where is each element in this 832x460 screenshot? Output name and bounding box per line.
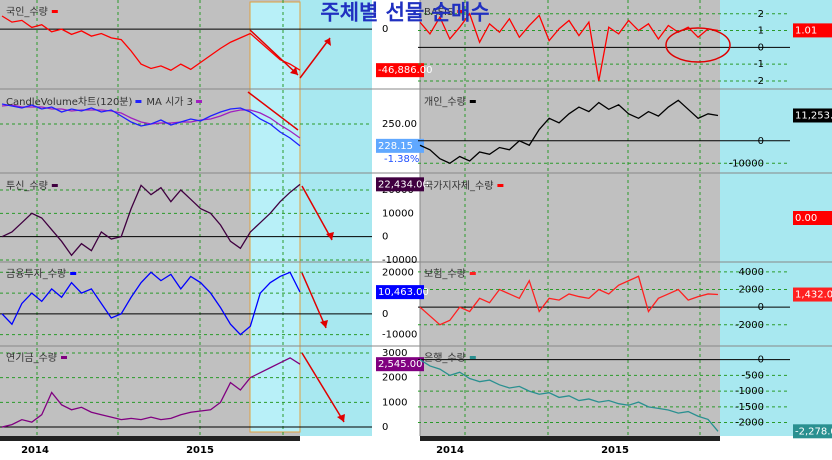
y-tick-label: -10000 [729,158,764,169]
highlight-box [249,1,301,433]
series-line [419,275,719,326]
legend-entry: CandleVolume차트(120분) [6,96,133,108]
title-swatch [469,100,476,103]
y-tick-label: 20000 [382,267,414,278]
value-label: 1,432.00 [795,290,832,301]
y-tick-label: -10000 [382,255,417,266]
value-label: 10,463.00 [378,287,429,298]
y-tick-label: 2000 [739,285,764,296]
change-label: -1.38% [384,154,419,165]
y-tick-label: 1000 [382,397,407,408]
title-swatch [457,10,464,13]
y-tick-label: 3000 [382,348,407,359]
value-label: 22,434.00 [378,179,429,190]
panel-title: BASIS [424,7,453,18]
y-tick-label: 10000 [382,208,414,219]
y-tick-label: 0 [382,24,388,35]
panel-title: 연기금_수량 [6,352,57,364]
y-tick-label: 2 [758,9,764,20]
title-swatch [61,356,67,359]
title-swatch [497,184,504,187]
panel-title: 국가지자체_수량 [424,180,493,192]
x-axis-ticks [0,436,300,441]
y-tick-label: 0 [758,355,764,366]
legend-swatch [196,100,203,103]
x-axis-ticks [420,436,720,441]
right-plot-bg [420,0,720,436]
x-tick-label: 2015 [601,445,629,456]
series-line [419,99,719,164]
legend-entry: MA 시가 3 [146,96,193,108]
series-line [1,15,301,71]
value-box [793,108,832,123]
series-line [1,357,301,428]
panel-title: 투신_수량 [6,180,48,192]
value-label: 1.01 [795,25,817,36]
vertical-grid [36,0,701,436]
value-box [376,63,424,78]
panel-title: 은행_수량 [424,352,466,364]
value-label: 228.15 [378,141,413,152]
y-tick-label: 0 [382,422,388,433]
y-tick-label: 0 [382,309,388,320]
panel-title: 개인_수량 [424,96,466,108]
value-box [376,138,424,153]
value-label: -46,886.00 [378,65,433,76]
value-box [376,357,424,372]
y-tick-label: -2000 [735,418,764,429]
left-future-bg [300,0,372,436]
arrows [247,27,731,423]
y-tick-label: 4000 [739,267,764,278]
y-tick-label: 0 [758,42,764,53]
title-swatch [51,10,58,13]
value-box [376,285,424,300]
value-label: 2,545.00 [378,359,423,370]
x-tick-label: 2014 [21,445,49,456]
value-box [793,424,832,439]
y-tick-label: 0 [758,136,764,147]
panel-title: 금융투자_수량 [6,268,66,280]
value-box [793,211,832,225]
screen-title: 주체별 선물 순매수 [320,0,489,25]
y-tick-label: -2000 [735,320,764,331]
value-label: 11,253.00 [795,110,832,121]
series-line [1,183,301,257]
value-label: -2,278.00 [795,426,832,437]
y-tick-label: -10000 [382,330,417,341]
series-line [1,103,301,147]
value-box [376,177,424,192]
y-tick-label: 250.00 [382,119,417,130]
panel-title: 국인_수량 [6,6,48,18]
y-tick-label: -1000 [735,386,764,397]
y-tick-label: -1 [754,59,764,70]
title-swatch [51,184,58,187]
y-tick-label: 0 [382,232,388,243]
title-swatch [70,272,77,275]
value-label: 0.00 [795,213,817,224]
legend-swatch [135,100,142,103]
y-tick-label: -500 [741,370,764,381]
title-swatch [469,272,476,275]
y-tick-label: 2000 [382,373,407,384]
x-tick-label: 2014 [436,445,464,456]
x-tick-label: 2015 [186,445,214,456]
series-line [1,271,301,336]
title-swatch [469,356,476,359]
value-box [793,287,832,302]
arrowheads [290,38,345,422]
series-line [419,12,719,82]
series-line [419,359,719,432]
y-tick-label: 1 [758,26,764,37]
panel-title: 보험_수량 [424,268,466,280]
y-tick-label: -2 [754,76,764,87]
y-tick-label: 0 [758,302,764,313]
y-tick-label: -1500 [735,402,764,413]
value-box [793,23,832,38]
